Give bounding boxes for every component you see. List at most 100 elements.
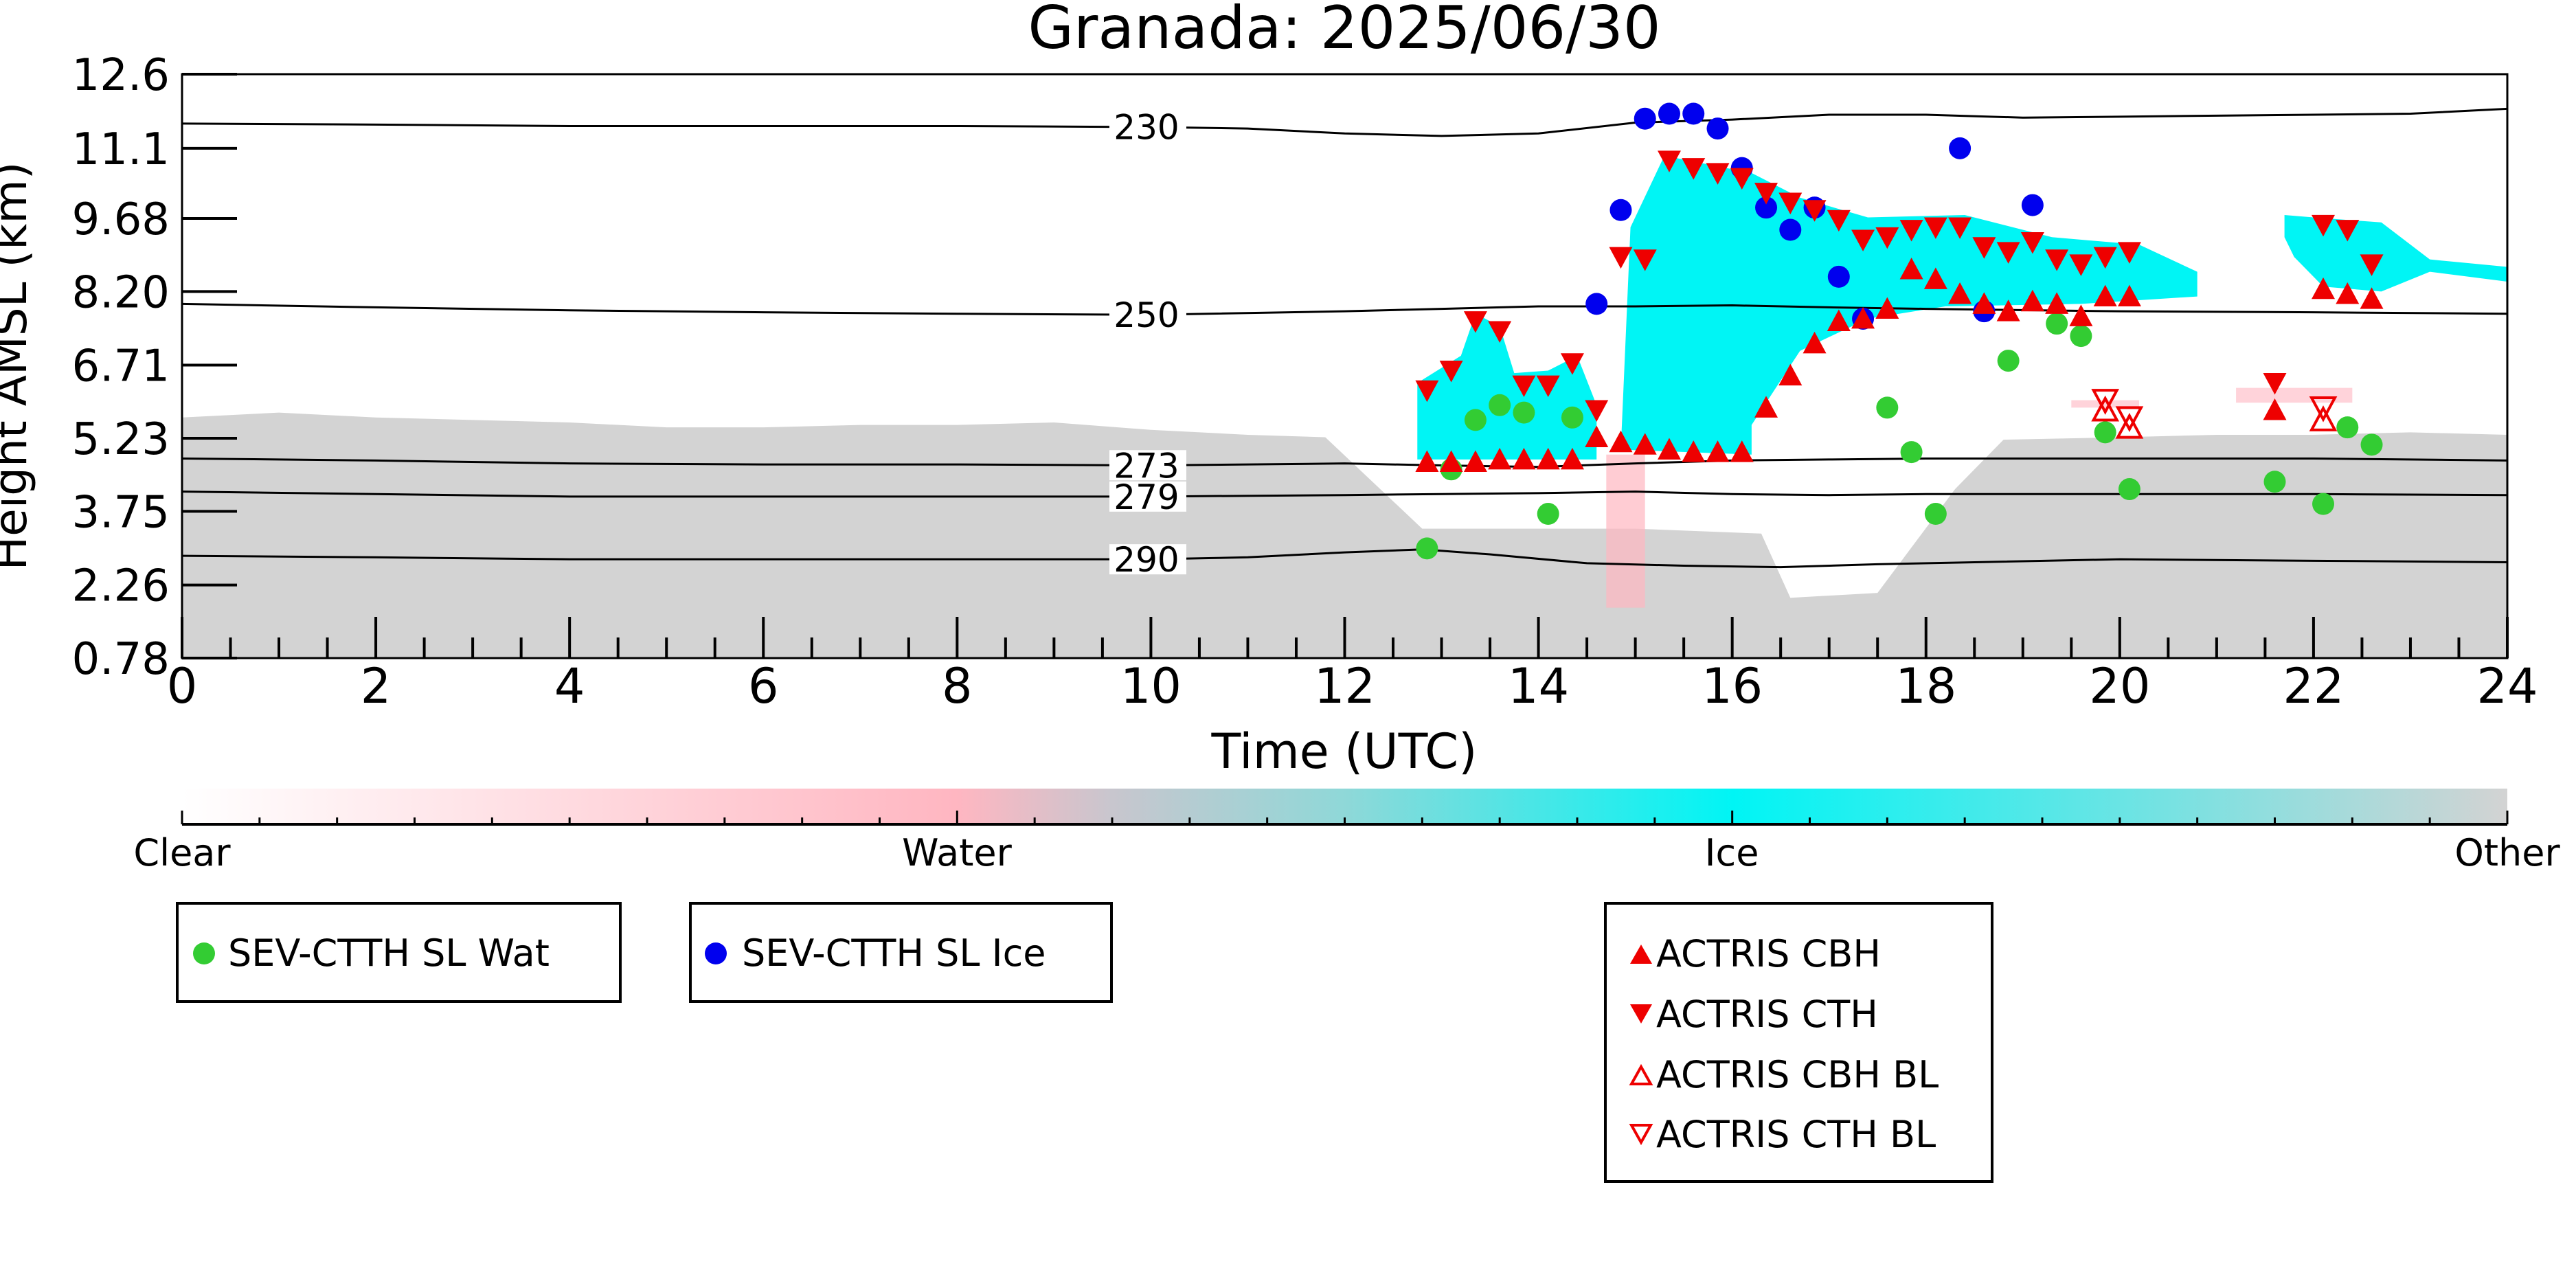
point-actris-cbh bbox=[1488, 447, 1512, 470]
legend-marker-cth bbox=[1630, 1004, 1652, 1024]
point-actris-cbh bbox=[1923, 267, 1947, 289]
point-sev-ctth-sl-ice bbox=[1706, 117, 1729, 140]
point-actris-cbh bbox=[2020, 289, 2044, 312]
point-sev-ctth-sl-wat bbox=[1416, 537, 1438, 560]
point-sev-ctth-sl-wat bbox=[1513, 401, 1535, 424]
point-actris-cbh bbox=[1536, 447, 1560, 470]
colorbar: Clear Water Ice Other bbox=[133, 789, 2560, 874]
contour-label-bg bbox=[1109, 544, 1186, 575]
x-tick-label: 10 bbox=[1120, 658, 1182, 714]
point-actris-cth bbox=[1463, 311, 1487, 333]
point-sev-ctth-sl-wat bbox=[2360, 433, 2383, 456]
x-tick-label: 2 bbox=[361, 658, 392, 714]
y-tick-label: 6.71 bbox=[72, 341, 170, 392]
y-tick-label: 9.68 bbox=[72, 194, 170, 245]
point-actris-cth bbox=[1730, 168, 1754, 190]
point-actris-cth bbox=[1706, 163, 1730, 185]
point-actris-cth bbox=[1488, 321, 1512, 343]
point-actris-cbh bbox=[1633, 433, 1657, 455]
x-tick-label: 24 bbox=[2476, 658, 2538, 714]
contour-line-290 bbox=[182, 548, 2507, 569]
legend-label-ice: SEV-CTTH SL Ice bbox=[742, 931, 1046, 975]
contour-label-279: 279 bbox=[1114, 477, 1179, 517]
point-actris-cth-bl bbox=[2115, 406, 2144, 432]
legend-marker-ice bbox=[705, 942, 727, 964]
point-sev-ctth-sl-ice bbox=[1779, 218, 1802, 241]
y-tick-label: 0.78 bbox=[72, 634, 170, 685]
point-actris-cbh bbox=[1463, 450, 1487, 472]
point-actris-cth bbox=[1778, 192, 1803, 214]
point-actris-cth bbox=[1972, 237, 1996, 259]
contour-line-250 bbox=[182, 302, 2507, 316]
x-tick-label: 6 bbox=[748, 658, 779, 714]
x-tick-label: 4 bbox=[554, 658, 585, 714]
point-actris-cbh bbox=[2336, 282, 2360, 304]
x-tick-label: 12 bbox=[1314, 658, 1375, 714]
y-tick-label: 5.23 bbox=[72, 414, 170, 465]
point-sev-ctth-sl-wat bbox=[2070, 325, 2092, 348]
point-actris-cbh bbox=[1803, 331, 1827, 354]
point-actris-cbh bbox=[2360, 287, 2384, 309]
point-sev-ctth-sl-wat bbox=[2118, 478, 2140, 501]
point-actris-cth bbox=[1560, 353, 1584, 375]
y-tick-label: 11.1 bbox=[72, 124, 170, 175]
point-actris-cth bbox=[2093, 247, 2117, 269]
cloud-mask-background bbox=[182, 155, 2507, 658]
contour-label-230: 230 bbox=[1114, 108, 1179, 148]
point-actris-cth bbox=[1415, 380, 1439, 403]
point-actris-cth bbox=[1609, 247, 1633, 269]
point-actris-cth bbox=[1948, 217, 1972, 239]
point-actris-cth bbox=[2045, 249, 2069, 271]
colorbar-gradient bbox=[182, 789, 2507, 823]
legend-marker-cbh-bl bbox=[1629, 1063, 1653, 1085]
point-actris-cth bbox=[1875, 227, 1899, 249]
point-actris-cth bbox=[2020, 232, 2044, 254]
point-actris-cbh-bl bbox=[2309, 405, 2338, 431]
chart-title: Granada: 2025/06/30 bbox=[1028, 0, 1660, 63]
point-sev-ctth-sl-wat bbox=[1876, 396, 1899, 419]
colorbar-label-ice: Ice bbox=[1705, 831, 1759, 874]
point-actris-cbh bbox=[1560, 447, 1584, 470]
point-sev-ctth-sl-wat bbox=[1537, 503, 1559, 526]
point-actris-cth bbox=[1536, 375, 1560, 398]
x-tick-label: 14 bbox=[1508, 658, 1569, 714]
point-actris-cth bbox=[1657, 150, 1681, 172]
ice-region bbox=[1417, 313, 1597, 460]
point-actris-cbh bbox=[1875, 297, 1899, 319]
x-tick-label: 0 bbox=[167, 658, 198, 714]
point-actris-cth bbox=[1899, 220, 1923, 242]
contour-label-290: 290 bbox=[1114, 540, 1179, 580]
y-axis: 0.78 2.26 3.75 5.23 6.71 8.20 9.68 11.1 12.6 bbox=[72, 50, 237, 685]
contour-label-bg bbox=[1109, 481, 1186, 512]
legend-label-wat: SEV-CTTH SL Wat bbox=[228, 931, 550, 975]
legend-left: SEV-CTTH SL Wat bbox=[176, 902, 622, 1003]
point-actris-cth bbox=[2312, 214, 2336, 237]
water-region bbox=[2071, 400, 2140, 408]
legend-marker-cbh bbox=[1630, 945, 1652, 964]
point-sev-ctth-sl-ice bbox=[1755, 196, 1778, 219]
point-actris-cth bbox=[1682, 158, 1706, 180]
point-actris-cth bbox=[1996, 242, 2020, 264]
point-actris-cbh bbox=[1778, 363, 1803, 386]
point-actris-cbh-bl bbox=[2091, 395, 2120, 422]
legend-label-cbh-bl: ACTRIS CBH BL bbox=[1656, 1053, 1939, 1096]
point-actris-cth bbox=[2117, 242, 2141, 264]
legend-middle: SEV-CTTH SL Ice bbox=[689, 902, 1113, 1003]
point-actris-cbh bbox=[1754, 396, 1778, 418]
colorbar-label-water: Water bbox=[902, 831, 1012, 874]
colorbar-ticks bbox=[181, 811, 2509, 824]
point-actris-cbh bbox=[1996, 300, 2020, 321]
x-tick-label: 18 bbox=[1895, 658, 1956, 714]
y-tick-label: 2.26 bbox=[72, 561, 170, 612]
point-sev-ctth-sl-ice bbox=[1658, 102, 1680, 125]
point-actris-cbh bbox=[1657, 438, 1681, 460]
x-tick-label: 8 bbox=[942, 658, 973, 714]
point-sev-ctth-sl-wat bbox=[1489, 394, 1511, 416]
legend-right: ACTRIS CBH ACTRIS CTH ACTRIS CBH BL ACTR… bbox=[1604, 902, 1993, 1183]
contour-label-bg bbox=[1109, 299, 1186, 330]
contour-label-273: 273 bbox=[1114, 446, 1179, 486]
point-sev-ctth-sl-ice bbox=[1682, 102, 1705, 125]
legend-label-cbh: ACTRIS CBH bbox=[1656, 932, 1881, 975]
legend-marker-cth-bl bbox=[1629, 1124, 1653, 1146]
